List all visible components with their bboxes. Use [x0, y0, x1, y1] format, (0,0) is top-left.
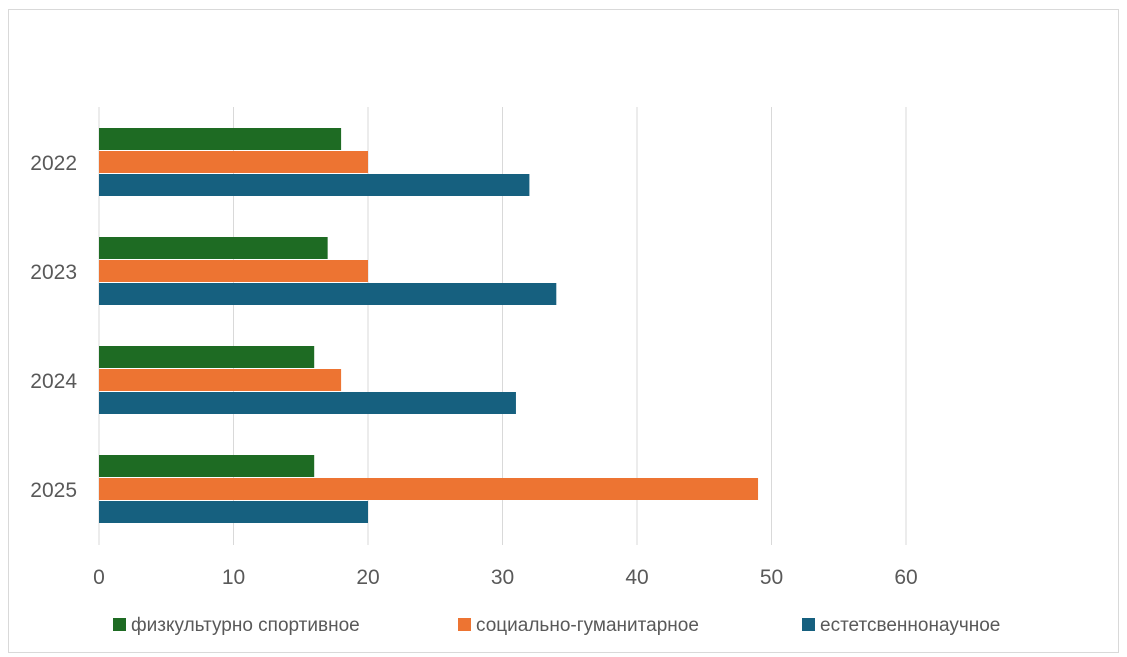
bar: [99, 346, 315, 368]
legend-label: социально-гуманитарное: [476, 615, 699, 636]
legend: физкультурно спортивное социально-гуманит…: [113, 615, 1000, 636]
legend-item: естетсвеннонаучное: [802, 615, 1000, 636]
bar: [99, 151, 368, 173]
legend-item: физкультурно спортивное: [113, 615, 360, 636]
legend-item: социально-гуманитарное: [458, 615, 699, 636]
x-tick-label: 40: [625, 566, 648, 589]
bar: [99, 174, 530, 196]
bar: [99, 392, 516, 414]
legend-swatch: [802, 618, 815, 631]
bars: [99, 128, 759, 523]
legend-swatch: [458, 618, 471, 631]
bar: [99, 128, 342, 150]
legend-label: естетсвеннонаучное: [820, 615, 1000, 636]
bar: [99, 283, 557, 305]
x-tick-label: 20: [356, 566, 379, 589]
y-axis-categories: 2022 2023 2024 2025: [30, 152, 77, 502]
x-tick-label: 0: [93, 566, 105, 589]
bar: [99, 455, 315, 477]
bar: [99, 237, 328, 259]
bar: [99, 501, 368, 523]
bar: [99, 369, 342, 391]
bar: [99, 260, 368, 282]
bar: [99, 478, 759, 500]
category-label: 2022: [30, 152, 77, 175]
x-tick-label: 50: [760, 566, 783, 589]
category-label: 2024: [30, 370, 77, 393]
x-tick-label: 30: [491, 566, 514, 589]
legend-swatch: [113, 618, 126, 631]
category-label: 2025: [30, 479, 77, 502]
category-label: 2023: [30, 261, 77, 284]
x-tick-label: 60: [894, 566, 917, 589]
x-axis-ticks: 0 10 20 30 40 50 60: [93, 566, 918, 589]
legend-label: физкультурно спортивное: [131, 615, 360, 636]
x-tick-label: 10: [222, 566, 245, 589]
chart-frame: [8, 9, 1119, 653]
